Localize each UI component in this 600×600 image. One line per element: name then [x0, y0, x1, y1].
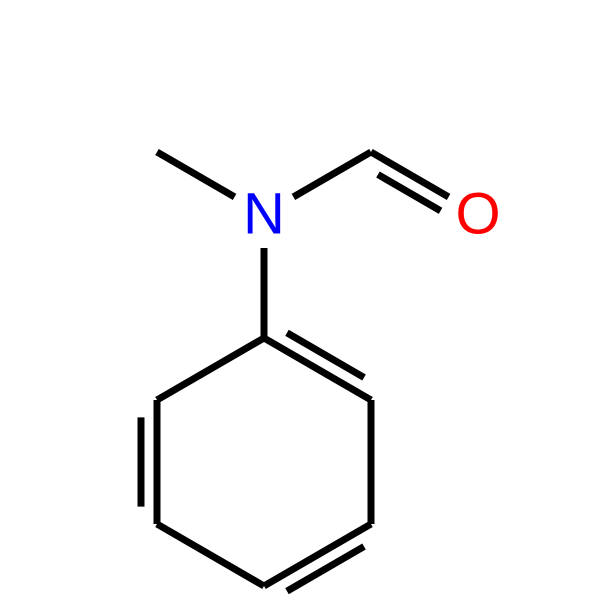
molecule-diagram: NO	[0, 0, 600, 600]
atom-n-label: N	[243, 182, 285, 247]
atom-o-label: O	[455, 182, 500, 247]
